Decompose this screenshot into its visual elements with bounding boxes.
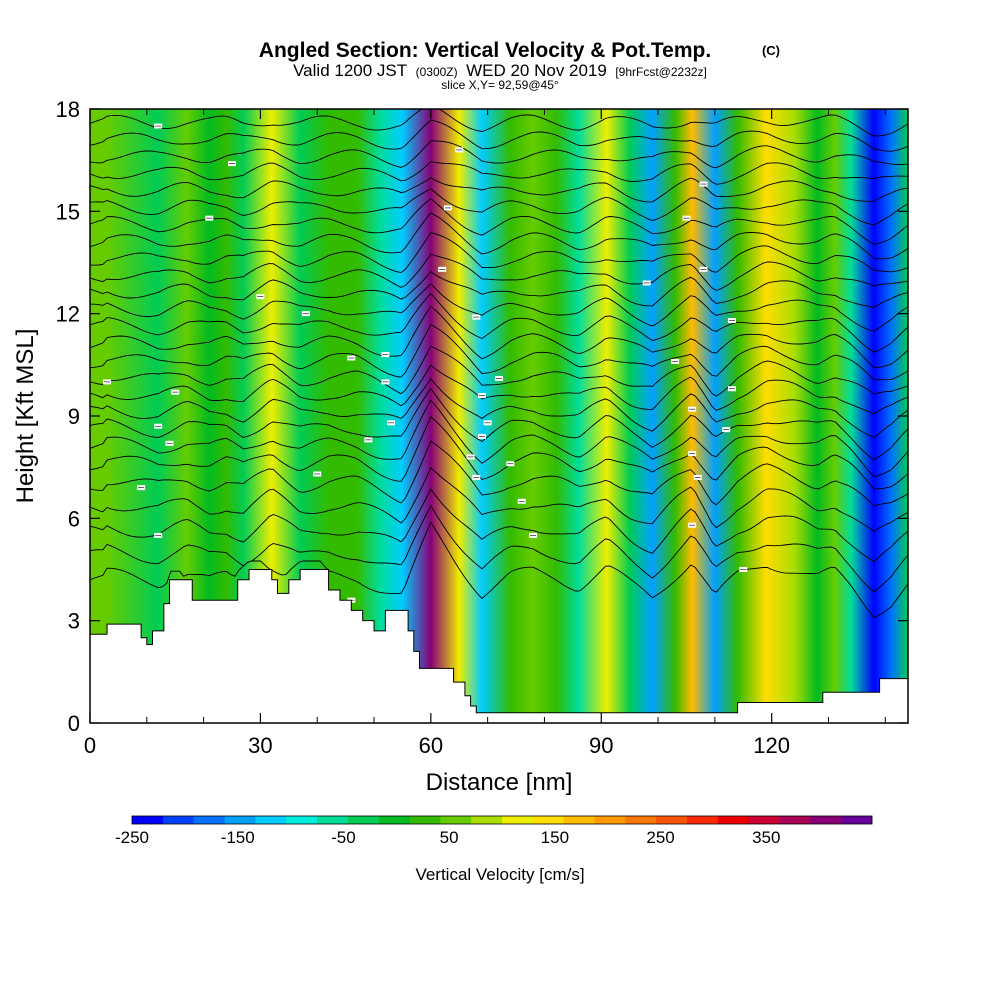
y-axis-label: Height [Kft MSL] (12, 329, 39, 504)
theta-contour-line (90, 440, 908, 507)
colorbar-tick-labels: -250 -150 -50 50 150 250 350 (115, 828, 780, 847)
theta-contour-line (90, 212, 908, 260)
theta-contour-line (90, 271, 908, 308)
y-tick-label: 6 (68, 506, 80, 531)
theta-contour-line (90, 466, 908, 532)
plot-area (90, 109, 908, 723)
colorbar-swatch (656, 816, 688, 824)
colorbar-tick-label: -250 (115, 828, 149, 847)
colorbar-swatch (286, 816, 318, 824)
theta-contour-line (90, 521, 908, 619)
colorbar-frame (131, 815, 873, 825)
x-tick-label: 60 (419, 733, 443, 758)
chart-title-tag: (C) (762, 43, 780, 58)
colorbar-swatch (471, 816, 503, 824)
subtitle-zulu: (0300Z) (416, 65, 458, 79)
theta-contour-line (90, 232, 908, 274)
x-tick-label: 90 (589, 733, 613, 758)
colorbar-swatch (625, 816, 657, 824)
y-tick-label: 18 (56, 97, 80, 122)
theta-contour-line (90, 198, 908, 245)
theta-contour-line (90, 399, 908, 478)
terrain-mask (90, 569, 908, 723)
colorbar-swatch (347, 816, 379, 824)
colorbar-tick-label: 250 (646, 828, 674, 847)
theta-contour-line (90, 416, 908, 490)
theta-contour-line (90, 305, 908, 369)
colorbar-swatch (532, 816, 564, 824)
theta-contour-line (90, 188, 908, 226)
x-tick-label: 30 (248, 733, 272, 758)
theta-contour-line (90, 119, 908, 152)
colorbar-swatch (841, 816, 873, 824)
subtitle-forecast: [9hrFcst@2232z] (615, 65, 707, 79)
x-tick-label: 120 (753, 733, 790, 758)
theta-contour-line (90, 378, 908, 439)
y-tick-label: 0 (68, 711, 80, 736)
theta-contour-line (90, 292, 908, 353)
axis-ticks (89, 108, 908, 724)
potential-temperature-contours (90, 109, 908, 619)
colorbar-swatch (748, 816, 780, 824)
y-tick-label: 9 (68, 404, 80, 429)
x-axis-label: Distance [nm] (426, 769, 573, 796)
y-tick-label: 15 (56, 199, 80, 224)
colorbar-swatch (317, 816, 349, 824)
subtitle-date: WED 20 Nov 2019 (466, 61, 607, 80)
theta-contour-line (90, 283, 908, 332)
colorbar-swatch (132, 816, 164, 824)
colorbar-tick-label: -50 (331, 828, 356, 847)
chart-subtitle: Valid 1200 JST (0300Z) WED 20 Nov 2019 [… (293, 61, 707, 80)
theta-contour-line (90, 253, 908, 291)
colorbar-swatch (378, 816, 410, 824)
theta-contour-line (90, 504, 908, 593)
y-tick-label: 12 (56, 302, 80, 327)
terrain-outline (90, 569, 908, 714)
colorbar-swatch (779, 816, 811, 824)
colorbar-swatch (810, 816, 842, 824)
theta-contour-line (90, 140, 908, 169)
theta-contour-line (90, 345, 908, 397)
colorbar-swatch (502, 816, 534, 824)
colorbar-swatch (440, 816, 472, 824)
slice-info: slice X,Y= 92,59@45° (441, 78, 559, 92)
colorbar-swatch (687, 816, 719, 824)
colorbar-swatch (224, 816, 256, 824)
colorbar-tick-label: 350 (752, 828, 780, 847)
theta-contour-line (90, 109, 908, 137)
chart-title: Angled Section: Vertical Velocity & Pot.… (259, 39, 711, 62)
theta-contour-line (90, 488, 908, 563)
colorbar-swatch (563, 816, 595, 824)
theta-contour-line (90, 387, 908, 461)
theta-contour-line (90, 364, 908, 415)
colorbar-tick-label: 150 (541, 828, 569, 847)
colorbar-swatch (717, 816, 749, 824)
x-tick-label: 0 (84, 733, 96, 758)
colorbar-swatch (193, 816, 225, 824)
colorbar-tick-label: 50 (440, 828, 459, 847)
colorbar-swatch (594, 816, 626, 824)
contour-labels (103, 123, 748, 603)
theta-contour-line (90, 161, 908, 185)
colorbar-swatch (162, 816, 194, 824)
colorbar-swatch (255, 816, 287, 824)
y-tick-labels: 0 3 6 9 12 15 18 (56, 97, 80, 736)
colorbar-label: Vertical Velocity [cm/s] (415, 865, 584, 884)
theta-contour-line (90, 323, 908, 381)
subtitle-valid: Valid 1200 JST (293, 61, 407, 80)
y-tick-label: 3 (68, 609, 80, 634)
colorbar-swatch (409, 816, 441, 824)
x-tick-labels: 0 30 60 90 120 (84, 733, 790, 758)
colorbar (131, 815, 873, 825)
colorbar-tick-label: -150 (221, 828, 255, 847)
theta-contour-line (90, 177, 908, 203)
